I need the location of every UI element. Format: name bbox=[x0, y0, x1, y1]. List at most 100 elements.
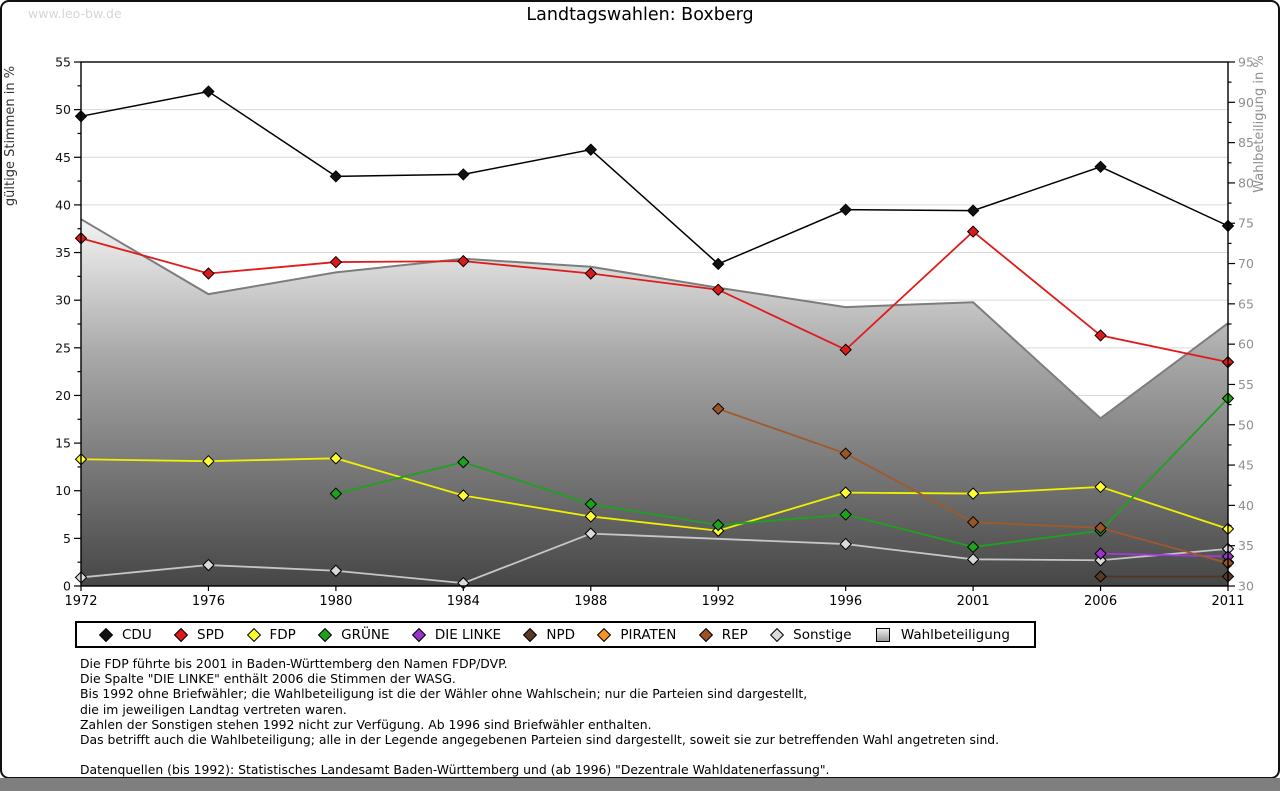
left-tick-label: 40 bbox=[55, 197, 71, 212]
series-marker-sonstige bbox=[202, 558, 215, 572]
series-line-die-linke bbox=[1100, 552, 1229, 558]
series-marker-rep bbox=[712, 402, 725, 416]
chart-title: Landtagswahlen: Boxberg bbox=[526, 5, 754, 25]
series-marker-npd bbox=[1094, 570, 1107, 583]
right-tick-label: 30 bbox=[1238, 579, 1254, 594]
series-marker-sonstige bbox=[584, 527, 597, 540]
series-cdu bbox=[74, 85, 1235, 271]
legend-marker-piraten bbox=[597, 627, 612, 642]
right-tick-label: 60 bbox=[1238, 337, 1254, 352]
left-tick-label: 30 bbox=[55, 293, 71, 308]
series-spd bbox=[74, 225, 1235, 369]
axes: 0 5 10 15 20 25 30 35 40 45 50 55 30 35 40 45 50 55 60 65 70… bbox=[55, 55, 1254, 610]
legend-marker-spd bbox=[173, 627, 189, 642]
footnote-line: Die FDP führte bis 2001 in Baden-Württem… bbox=[80, 656, 508, 671]
series-marker-fdp bbox=[1094, 480, 1107, 494]
right-tick-label: 75 bbox=[1238, 216, 1254, 231]
footnote-line: Die Spalte "DIE LINKE" enthält 2006 die … bbox=[80, 671, 456, 687]
series-marker-fdp bbox=[839, 486, 852, 499]
legend-item-fdp: FDP bbox=[246, 626, 296, 643]
x-tick-label: 1996 bbox=[829, 594, 862, 609]
series-marker-cdu bbox=[584, 143, 597, 156]
legend-marker-rep bbox=[698, 627, 713, 642]
x-tick-label: 1984 bbox=[447, 594, 480, 609]
legend-label: PIRATEN bbox=[620, 626, 677, 643]
series-line-spd bbox=[80, 230, 1229, 363]
chart-legend: CDU SPD FDP GRÜNE DIE LINKE NPD PIRATEN REP Sons… bbox=[75, 621, 1036, 648]
x-tick-label: 1992 bbox=[702, 594, 735, 609]
footnote-line bbox=[80, 747, 999, 762]
legend-label: CDU bbox=[122, 626, 152, 643]
series-marker-rep bbox=[1094, 521, 1107, 535]
series-marker-cdu bbox=[202, 85, 215, 98]
footnote-line: Datenquellen (bis 1992): Statistisches L… bbox=[80, 762, 830, 778]
series-marker-spd bbox=[202, 267, 215, 280]
series-marker-fdp bbox=[329, 452, 343, 465]
legend-item-die-linke: DIE LINKE bbox=[411, 626, 502, 643]
series-marker-fdp bbox=[966, 487, 980, 500]
legend-item-cdu: CDU bbox=[98, 626, 152, 643]
series-marker-fdp bbox=[457, 489, 470, 502]
legend-item-npd: NPD bbox=[523, 626, 576, 643]
series-marker-gr-ne bbox=[584, 497, 597, 511]
right-tick-label: 95 bbox=[1238, 55, 1254, 70]
footnote-line: Bis 1992 ohne Briefwähler; die Wahlbetei… bbox=[80, 686, 808, 702]
right-axis-title: Wahlbeteiligung in % bbox=[1252, 55, 1267, 192]
left-tick-label: 20 bbox=[55, 388, 71, 403]
bottom-bar bbox=[0, 778, 1280, 791]
x-tick-label: 1972 bbox=[64, 594, 97, 609]
series-marker-gr-ne bbox=[712, 518, 725, 532]
x-tick-label: 2001 bbox=[957, 594, 990, 609]
footnotes: Die FDP führte bis 2001 in Baden-Württem… bbox=[80, 656, 999, 778]
legend-item-rep: REP bbox=[698, 626, 748, 643]
legend-label: REP bbox=[721, 626, 748, 643]
left-tick-label: 45 bbox=[55, 150, 71, 165]
right-tick-label: 80 bbox=[1238, 175, 1254, 190]
legend-label: Sonstige bbox=[793, 626, 852, 643]
legend-label: GRÜNE bbox=[341, 626, 390, 643]
series-marker-rep bbox=[966, 515, 980, 529]
left-tick-label: 50 bbox=[55, 102, 71, 117]
left-tick-label: 35 bbox=[55, 245, 71, 260]
series-marker-rep bbox=[839, 447, 852, 460]
footnote-line: die im jeweiligen Landtag vertreten ware… bbox=[80, 701, 347, 717]
legend-marker-wahlbeteiligung bbox=[875, 627, 890, 642]
right-tick-label: 35 bbox=[1238, 538, 1254, 553]
legend-label: NPD bbox=[546, 626, 576, 643]
legend-label: Wahlbeteiligung bbox=[900, 626, 1010, 643]
series-marker-cdu bbox=[712, 257, 725, 271]
series-marker-spd bbox=[712, 283, 725, 296]
left-tick-label: 15 bbox=[55, 436, 71, 451]
legend-item-sonstige: Sonstige bbox=[770, 626, 852, 643]
series-marker-cdu bbox=[966, 204, 980, 217]
legend-item-spd: SPD bbox=[173, 627, 224, 643]
left-tick-label: 0 bbox=[63, 579, 71, 594]
series-marker-cdu bbox=[839, 203, 852, 216]
legend-label: FDP bbox=[269, 626, 296, 643]
x-tick-label: 2011 bbox=[1211, 594, 1244, 609]
series-marker-spd bbox=[839, 343, 852, 356]
legend-marker-npd bbox=[523, 627, 538, 642]
series-marker-die-linke bbox=[1094, 547, 1107, 560]
legend-marker-gr-ne bbox=[318, 627, 333, 642]
right-tick-label: 85 bbox=[1238, 135, 1254, 150]
right-tick-label: 90 bbox=[1238, 95, 1254, 110]
legend-label: DIE LINKE bbox=[434, 626, 502, 643]
series-marker-gr-ne bbox=[329, 487, 343, 500]
x-tick-label: 2006 bbox=[1084, 594, 1117, 609]
footnote-line: Das betrifft auch die Wahlbeteiligung; a… bbox=[80, 732, 1000, 748]
footnote-line: Zahlen der Sonstigen stehen 1992 nicht z… bbox=[80, 716, 652, 732]
turnout-area bbox=[81, 219, 1228, 586]
series-marker-fdp bbox=[584, 510, 597, 523]
series-line-fdp bbox=[80, 457, 1229, 532]
series-marker-cdu bbox=[329, 170, 343, 183]
watermark: www.leo-bw.de bbox=[28, 6, 122, 21]
x-tick-label: 1976 bbox=[192, 594, 225, 609]
right-tick-label: 50 bbox=[1238, 417, 1254, 432]
series-marker-gr-ne bbox=[966, 540, 980, 554]
legend-item-wahlbeteiligung: Wahlbeteiligung bbox=[875, 626, 1010, 643]
right-tick-label: 55 bbox=[1238, 377, 1254, 392]
series-marker-gr-ne bbox=[839, 508, 852, 521]
series-marker-spd bbox=[966, 225, 980, 238]
